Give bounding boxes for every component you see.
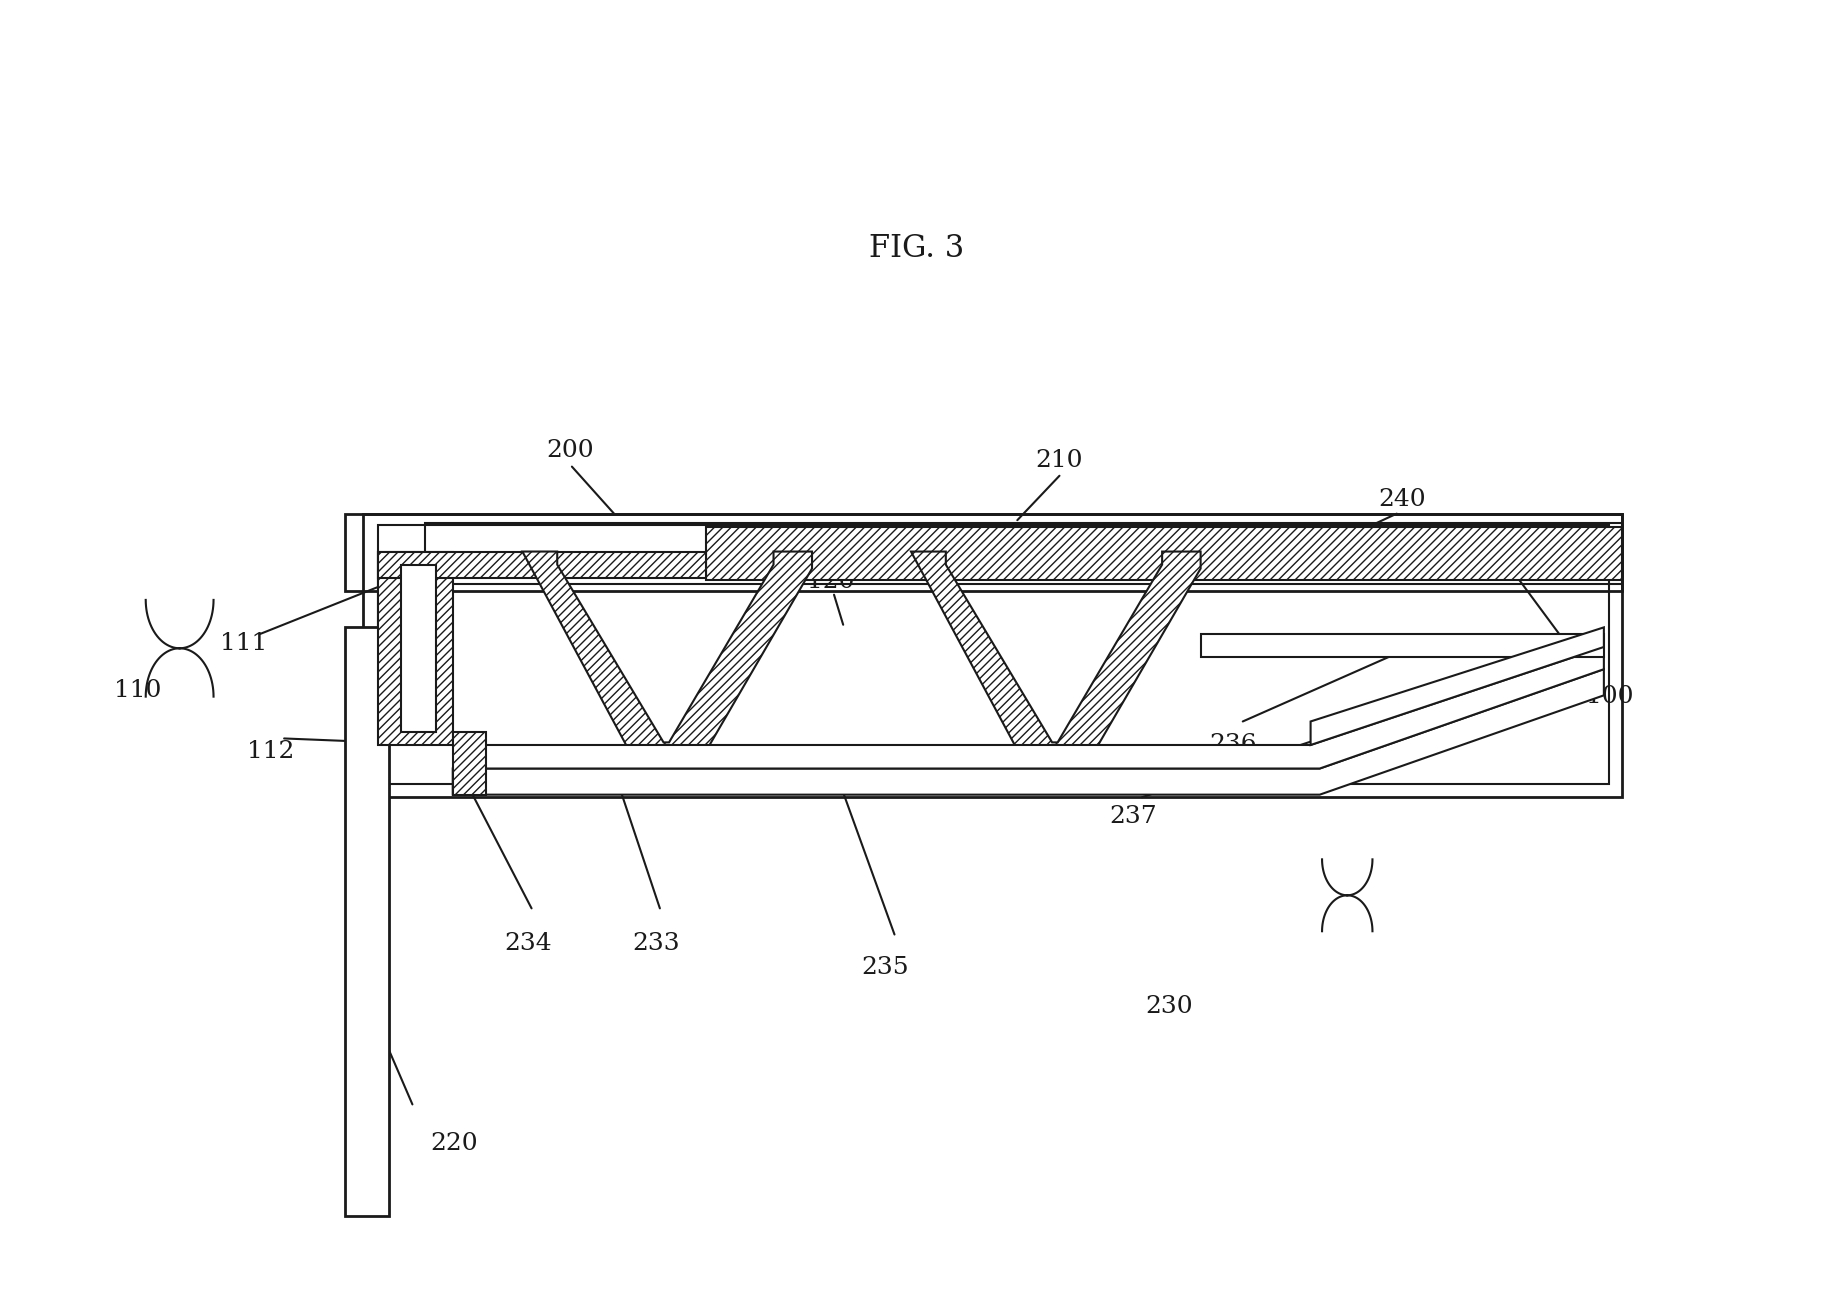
Text: 235: 235 xyxy=(861,955,909,979)
Polygon shape xyxy=(705,527,1621,580)
Text: 100: 100 xyxy=(1585,685,1632,708)
Text: 120: 120 xyxy=(806,570,854,593)
Polygon shape xyxy=(522,552,812,774)
Polygon shape xyxy=(485,647,1603,769)
Polygon shape xyxy=(401,565,436,732)
Polygon shape xyxy=(1200,634,1603,657)
Polygon shape xyxy=(377,552,705,578)
Text: 111: 111 xyxy=(220,631,267,655)
Text: 240: 240 xyxy=(1378,488,1425,511)
Text: 236: 236 xyxy=(1209,733,1257,757)
Polygon shape xyxy=(1310,627,1603,745)
Polygon shape xyxy=(453,732,485,795)
Text: 234: 234 xyxy=(504,932,551,955)
Text: 210: 210 xyxy=(1035,448,1083,472)
Text: 200: 200 xyxy=(546,439,594,463)
Text: 233: 233 xyxy=(632,932,680,955)
Polygon shape xyxy=(453,669,1603,795)
Text: FIG. 3: FIG. 3 xyxy=(868,233,964,264)
Text: 112: 112 xyxy=(247,740,295,763)
Text: 110: 110 xyxy=(114,678,161,702)
Text: 230: 230 xyxy=(1145,995,1193,1018)
Polygon shape xyxy=(344,627,388,1216)
Text: 220: 220 xyxy=(431,1132,478,1155)
Text: 237: 237 xyxy=(1108,805,1156,829)
Polygon shape xyxy=(911,552,1200,774)
Polygon shape xyxy=(344,514,1621,591)
Polygon shape xyxy=(377,552,453,745)
Polygon shape xyxy=(425,523,1621,584)
